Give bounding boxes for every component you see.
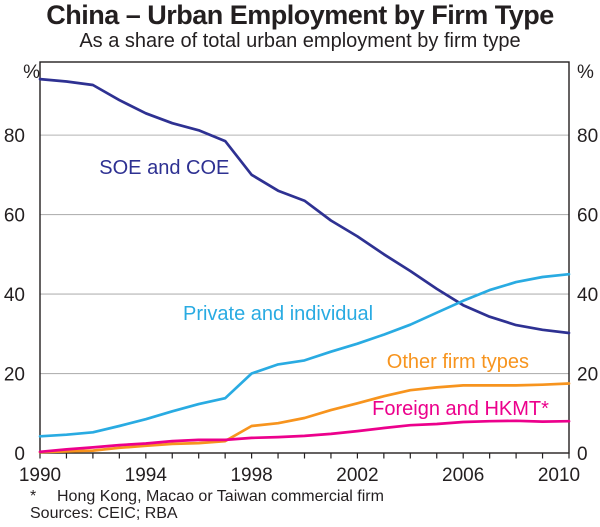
x-axis-label-2006: 2006 — [442, 465, 484, 486]
y-axis-label-left-80: 80 — [4, 126, 25, 147]
series-line-soe-and-coe — [38, 77, 571, 335]
chart-title: China – Urban Employment by Firm Type — [46, 0, 554, 30]
y-axis-label-right-60: 60 — [577, 206, 598, 227]
x-axis-label-1998: 1998 — [230, 465, 272, 486]
series-label-private-and-individual: Private and individual — [183, 303, 373, 325]
y-axis-label-left-0: 0 — [14, 444, 25, 465]
series-line-other-firm-types — [38, 382, 571, 454]
series-line-foreign-and-hkmt — [38, 419, 571, 454]
y-axis-unit-right: % — [577, 62, 594, 83]
series-line-private-and-individual — [38, 272, 571, 438]
y-axis-label-right-40: 40 — [577, 285, 598, 306]
y-axis-unit-left: % — [23, 62, 40, 83]
y-axis-label-left-40: 40 — [4, 285, 25, 306]
series-label-soe-and-coe: SOE and COE — [99, 157, 229, 179]
x-axis-label-1994: 1994 — [125, 465, 168, 486]
y-axis-label-right-0: 0 — [577, 444, 588, 465]
x-axis-label-2002: 2002 — [336, 465, 378, 486]
plot-border — [39, 61, 570, 454]
footnote-marker: * — [30, 488, 37, 505]
series-label-foreign-and-hkmt: Foreign and HKMT* — [372, 398, 549, 420]
sources-note: Sources: CEIC; RBA — [30, 505, 178, 522]
y-axis-label-left-20: 20 — [4, 365, 25, 386]
y-axis-label-right-80: 80 — [577, 126, 598, 147]
x-axis-label-1990: 1990 — [19, 465, 61, 486]
series-label-other-firm-types: Other firm types — [387, 351, 529, 373]
y-axis-label-right-20: 20 — [577, 365, 598, 386]
footnote-text: Hong Kong, Macao or Taiwan commercial fi… — [57, 488, 384, 505]
y-axis-label-left-60: 60 — [4, 206, 25, 227]
chart-subtitle: As a share of total urban employment by … — [79, 30, 521, 52]
footnote: * Hong Kong, Macao or Taiwan commercial … — [0, 488, 600, 505]
x-axis-label-2010: 2010 — [538, 465, 580, 486]
